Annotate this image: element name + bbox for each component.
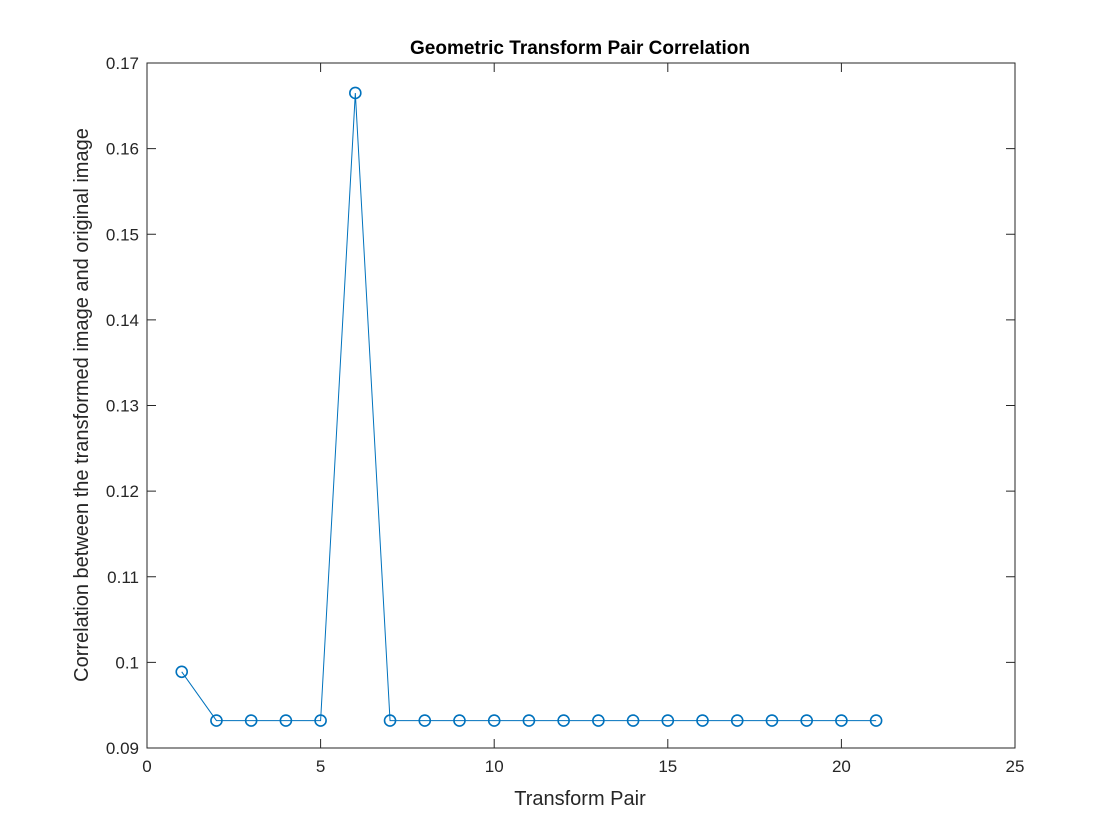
data-point-11 (522, 714, 536, 727)
data-point-1 (175, 665, 189, 679)
series-line (181, 92, 877, 722)
data-point-15 (661, 714, 675, 727)
data-point-21 (869, 714, 883, 727)
x-tick-label: 20 (832, 757, 851, 776)
y-tick-label: 0.12 (106, 482, 139, 501)
data-point-16 (696, 714, 709, 727)
chart-title: Geometric Transform Pair Correlation (410, 38, 750, 59)
y-tick-label: 0.1 (115, 653, 139, 672)
x-tick-label: 5 (316, 757, 325, 776)
y-axis-label: Correlation between the transformed imag… (71, 128, 93, 682)
data-point-20 (835, 714, 848, 727)
axes: 0 5 10 15 20 25 0.09 0.1 0.11 0.12 0.13 0.14 0.15 0.1… (106, 54, 1025, 776)
x-tick-label: 0 (142, 757, 151, 776)
y-tick-label: 0.16 (106, 140, 139, 159)
y-tick-label: 0.15 (106, 225, 139, 244)
data-point-17 (730, 714, 744, 727)
data-point-8 (418, 714, 432, 727)
x-axis-label: Transform Pair (514, 788, 646, 810)
y-tick-label: 0.13 (106, 397, 139, 416)
data-point-10 (487, 714, 501, 727)
y-tick-label: 0.14 (106, 311, 139, 330)
plot-area (175, 86, 883, 727)
y-tick-label: 0.09 (106, 739, 139, 758)
y-tick-label: 0.17 (106, 54, 139, 73)
data-point-2 (210, 714, 223, 727)
data-point-3 (244, 714, 258, 727)
data-point-6 (349, 86, 362, 100)
axes-box (146, 62, 1016, 749)
y-tick-label: 0.11 (107, 568, 139, 587)
data-point-18 (765, 714, 779, 727)
data-point-9 (453, 714, 466, 727)
data-point-19 (800, 714, 813, 727)
data-point-13 (592, 714, 605, 727)
data-point-4 (279, 714, 293, 727)
x-tick-label: 25 (1006, 757, 1025, 776)
data-point-5 (314, 714, 327, 727)
data-point-12 (557, 714, 570, 727)
x-tick-label: 15 (658, 757, 677, 776)
x-tick-label: 10 (485, 757, 504, 776)
data-point-14 (626, 714, 640, 727)
data-point-7 (383, 714, 397, 727)
